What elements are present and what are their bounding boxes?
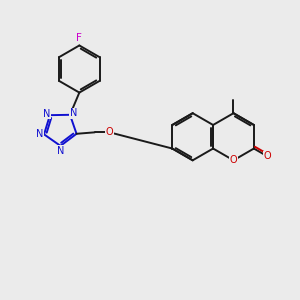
Text: O: O [230, 155, 237, 165]
Text: O: O [263, 151, 271, 161]
Text: N: N [36, 129, 43, 140]
Text: N: N [43, 109, 50, 119]
Text: N: N [57, 146, 64, 156]
Text: N: N [70, 108, 77, 118]
Text: O: O [106, 127, 113, 137]
Text: F: F [76, 33, 82, 43]
